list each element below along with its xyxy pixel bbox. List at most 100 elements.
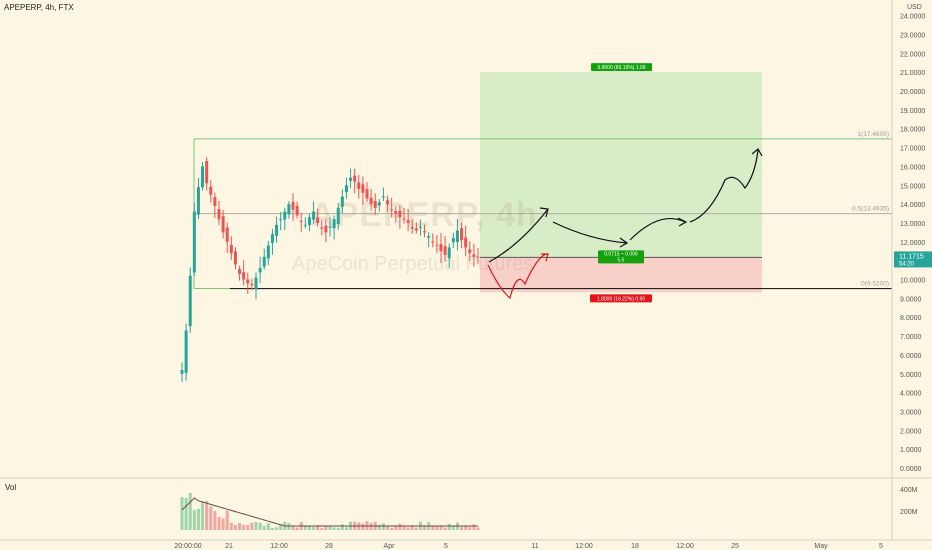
price-tick-label: 17.0000 xyxy=(900,146,925,153)
candle-body xyxy=(303,224,307,226)
time-tick-label: May xyxy=(814,543,828,550)
volume-bar xyxy=(201,501,205,530)
candle-body xyxy=(328,226,332,228)
time-tick-label: 28 xyxy=(325,543,333,550)
candle-body xyxy=(307,217,311,225)
time-tick-label: 5 xyxy=(879,543,883,550)
bar-countdown: 54:20 xyxy=(899,261,915,267)
time-tick-label: 12:00 xyxy=(270,543,288,550)
candle-body xyxy=(196,187,200,215)
position-info-sublabel: 5.5 xyxy=(618,257,625,263)
price-tick-label: 2.0000 xyxy=(900,428,922,435)
volume-bar xyxy=(390,527,394,530)
candle-body xyxy=(414,228,418,231)
candle-body xyxy=(225,227,229,242)
candle-body xyxy=(205,161,209,184)
volume-bar xyxy=(238,523,242,530)
price-tick-label: 14.0000 xyxy=(900,202,925,209)
currency-label: USD xyxy=(907,4,922,11)
candle-body xyxy=(381,196,385,198)
candle-body xyxy=(431,241,435,243)
candle-body xyxy=(451,238,455,243)
candle-body xyxy=(246,279,250,284)
volume-bar xyxy=(414,527,418,530)
candle-body xyxy=(188,275,192,327)
volume-bar xyxy=(192,510,196,530)
candle-body xyxy=(439,244,443,252)
candle-body xyxy=(464,237,468,248)
candle-body xyxy=(349,177,353,181)
volume-bar xyxy=(320,527,324,530)
candle-body xyxy=(324,225,328,233)
volume-bar xyxy=(386,525,390,530)
candle-body xyxy=(406,220,410,223)
time-tick-label: 18 xyxy=(631,543,639,550)
volume-bar xyxy=(340,524,344,530)
time-tick-label: 12:00 xyxy=(575,543,593,550)
price-tick-label: 8.0000 xyxy=(900,315,922,322)
volume-bar xyxy=(381,523,385,530)
fib-level-label: 1(17.4605) xyxy=(858,131,889,138)
volume-bar xyxy=(398,523,402,530)
volume-bar xyxy=(275,527,279,530)
price-tick-label: 18.0000 xyxy=(900,127,925,134)
candle-body xyxy=(316,217,320,223)
candle-body xyxy=(472,254,476,257)
volume-bar xyxy=(254,521,258,530)
projection-arrow-down xyxy=(552,221,628,244)
projection-arrow-bearish xyxy=(487,253,548,300)
price-tick-label: 15.0000 xyxy=(900,183,925,190)
candle-body xyxy=(455,230,459,242)
volume-bar xyxy=(332,527,336,530)
candle-body xyxy=(344,185,348,192)
candle-body xyxy=(242,272,246,280)
volume-bar xyxy=(279,523,283,530)
candle-body xyxy=(279,219,283,221)
candle-body xyxy=(283,211,287,220)
candle-body xyxy=(373,200,377,208)
price-tick-label: 16.0000 xyxy=(900,164,925,171)
volume-bar xyxy=(312,526,316,530)
candle-body xyxy=(476,256,480,258)
candle-body xyxy=(299,220,303,222)
volume-bar xyxy=(291,526,295,530)
candle-body xyxy=(443,246,447,255)
volume-bar xyxy=(250,522,254,530)
volume-tick-label: 200M xyxy=(900,509,918,516)
time-tick-label: Apr xyxy=(384,543,396,550)
candle-body xyxy=(201,166,205,188)
candle-body xyxy=(275,224,279,236)
projection-arrowhead xyxy=(619,237,629,248)
price-tick-label: 19.0000 xyxy=(900,108,925,115)
volume-bar xyxy=(225,510,229,530)
candle-body xyxy=(238,269,242,274)
candle-body xyxy=(361,184,365,193)
volume-bar xyxy=(303,526,307,530)
candle-body xyxy=(295,206,299,216)
volume-bar xyxy=(217,516,221,530)
price-tick-label: 4.0000 xyxy=(900,391,922,398)
candle-body xyxy=(447,247,451,259)
volume-bar xyxy=(435,526,439,530)
candle-body xyxy=(468,249,472,254)
candle-body xyxy=(312,211,316,220)
price-tick-label: 7.0000 xyxy=(900,334,922,341)
price-tick-label: 12.0000 xyxy=(900,240,925,247)
target-zone xyxy=(480,72,762,258)
candle-body xyxy=(233,251,237,265)
volume-bar xyxy=(270,527,274,530)
candle-body xyxy=(180,369,184,374)
volume-bar xyxy=(439,525,443,530)
candle-body xyxy=(357,182,361,190)
candle-body xyxy=(427,236,431,238)
candle-body xyxy=(340,196,344,207)
volume-bar xyxy=(266,523,270,530)
price-tick-label: 21.0000 xyxy=(900,70,925,77)
volume-bar xyxy=(472,524,476,530)
volume-bar xyxy=(258,522,262,530)
volume-bar xyxy=(324,525,328,530)
time-tick-label: 11 xyxy=(531,543,538,550)
volume-bar xyxy=(213,511,217,530)
volume-bar xyxy=(431,525,435,530)
